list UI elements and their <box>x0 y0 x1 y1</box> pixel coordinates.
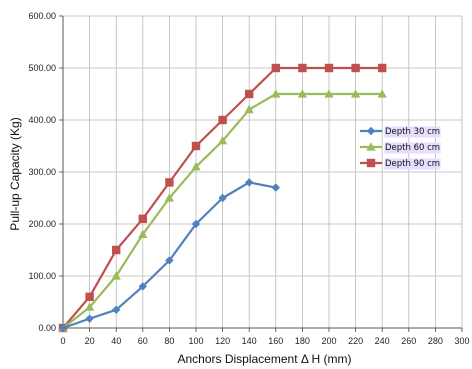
data-point <box>85 292 94 301</box>
legend: Depth 30 cm Depth 60 cm Depth 90 cm <box>360 126 441 170</box>
y-tick-labels: 0.00 100.00 200.00 300.00 400.00 500.00 600.00 <box>28 11 56 333</box>
data-point <box>245 89 254 99</box>
data-point <box>191 141 201 151</box>
x-tick-label: 280 <box>428 336 443 346</box>
data-point <box>271 89 281 98</box>
data-point <box>218 115 227 125</box>
x-tick-label: 120 <box>215 336 230 346</box>
series-group <box>58 63 387 333</box>
data-point <box>58 323 68 333</box>
legend-marker <box>366 158 376 168</box>
legend-label: Depth 30 cm <box>385 127 440 137</box>
data-point <box>351 63 360 73</box>
legend-item: Depth 30 cm <box>360 126 441 138</box>
x-axis-title: Anchors Displacement Δ H (mm) <box>177 352 351 366</box>
grid <box>63 15 463 328</box>
y-tick-label: 400.00 <box>28 115 56 125</box>
data-point <box>191 219 201 229</box>
x-tick-label: 220 <box>348 336 363 346</box>
data-point <box>271 183 280 192</box>
series-depth-60-cm <box>58 89 387 332</box>
legend-item: Depth 60 cm <box>360 142 441 154</box>
data-point <box>164 193 174 202</box>
x-tick-label: 240 <box>375 336 390 346</box>
data-point <box>112 305 121 314</box>
data-point <box>377 89 387 98</box>
data-point <box>138 214 147 223</box>
data-point <box>298 63 307 73</box>
data-point <box>324 89 334 98</box>
data-point <box>297 89 307 98</box>
x-tick-label: 60 <box>138 336 148 346</box>
y-tick-label: 100.00 <box>28 271 56 281</box>
y-tick-label: 0.00 <box>38 323 56 333</box>
x-tick-label: 200 <box>321 336 336 346</box>
x-tick-label: 20 <box>85 336 95 346</box>
legend-label-highlight <box>384 158 441 170</box>
data-point <box>165 178 174 187</box>
x-tick-label: 0 <box>60 336 65 346</box>
axes <box>59 15 463 332</box>
legend-item: Depth 90 cm <box>360 158 441 170</box>
y-tick-label: 200.00 <box>28 219 56 229</box>
data-point <box>324 63 334 73</box>
x-tick-label: 80 <box>164 336 174 346</box>
data-point <box>244 104 254 114</box>
x-tick-label: 160 <box>268 336 283 346</box>
data-point <box>138 282 147 291</box>
data-point <box>138 229 148 238</box>
x-tick-label: 40 <box>111 336 121 346</box>
y-axis-title: Pull-up Capacity (Kg) <box>8 117 22 230</box>
y-tick-label: 300.00 <box>28 167 56 177</box>
legend-label-highlight <box>384 142 441 154</box>
data-point <box>218 136 228 145</box>
data-point <box>218 193 227 203</box>
legend-label: Depth 60 cm <box>385 143 440 153</box>
x-tick-label: 300 <box>454 336 469 346</box>
data-point <box>165 256 174 265</box>
data-point <box>85 314 94 323</box>
x-tick-labels: 0 20 40 60 80 100 120 140 160 180 200 220 240 260 280 3… <box>60 336 469 346</box>
data-point <box>191 162 201 171</box>
data-point <box>351 89 361 98</box>
legend-label: Depth 90 cm <box>385 159 440 169</box>
series-depth-30-cm <box>58 178 280 333</box>
legend-marker <box>366 142 376 151</box>
series-depth-90-cm <box>58 63 387 333</box>
x-tick-label: 100 <box>188 336 203 346</box>
data-point <box>245 178 254 187</box>
x-tick-label: 260 <box>401 336 416 346</box>
y-tick-label: 600.00 <box>28 11 56 21</box>
data-point <box>112 245 121 255</box>
data-point <box>85 302 95 311</box>
x-tick-label: 180 <box>295 336 310 346</box>
data-point <box>378 63 387 73</box>
y-tick-label: 500.00 <box>28 63 56 73</box>
legend-label-highlight <box>384 126 441 138</box>
legend-marker <box>366 126 376 136</box>
x-tick-label: 140 <box>242 336 257 346</box>
data-point <box>271 63 280 73</box>
data-point <box>111 271 121 280</box>
